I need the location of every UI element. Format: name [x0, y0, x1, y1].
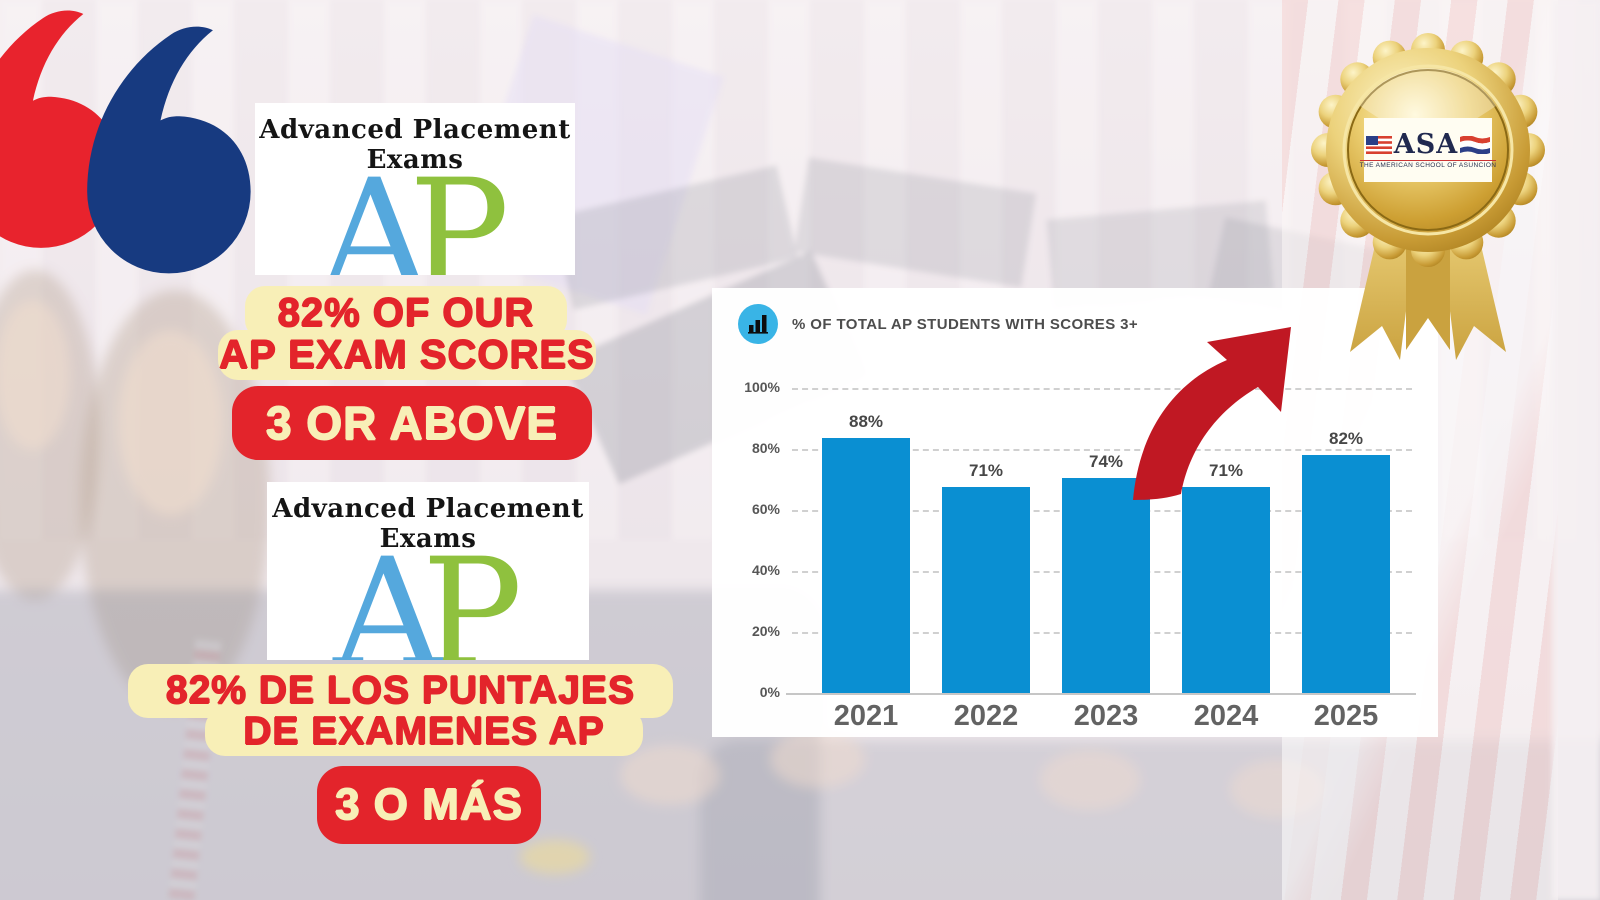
banner-en-line1-text: 82% OF OUR [277, 290, 535, 335]
gridline-100 [792, 388, 1412, 390]
bar-2022 [942, 487, 1030, 693]
hands [1040, 750, 1140, 810]
bar-2023 [1062, 478, 1150, 693]
bar-group: 88% [822, 412, 910, 693]
banner-en-highlight-text: 3 OR ABOVE [265, 397, 559, 449]
banner-es-highlight: 3 O MÁS [317, 766, 541, 844]
bar-value-label: 71% [968, 461, 1004, 481]
x-axis-line [786, 693, 1416, 695]
ap-letter-a: A [333, 527, 442, 660]
banner-es-line2: DE EXAMENES AP [205, 708, 643, 756]
ap-logo-letters: AP [267, 539, 589, 660]
right-wall [1552, 0, 1600, 900]
banner-es-highlight-text: 3 O MÁS [335, 780, 523, 829]
chart-panel: % OF TOTAL AP STUDENTS WITH SCORES 3+ 10… [712, 288, 1438, 737]
gold-medal-icon [1311, 33, 1545, 360]
asa-caption: THE AMERICAN SCHOOL OF ASUNCION [1359, 160, 1497, 169]
bar-group: 71% [1182, 461, 1270, 693]
ap-logo-card-en: Advanced Placement Exams AP [255, 103, 575, 275]
student-face [118, 330, 223, 515]
bar-group: 71% [942, 461, 1030, 693]
chart-header: % OF TOTAL AP STUDENTS WITH SCORES 3+ [738, 304, 1138, 344]
opening-quote-icon-blue [87, 26, 251, 274]
bar-group: 74% [1062, 452, 1150, 693]
hands [620, 745, 720, 805]
bar-2025 [1302, 455, 1390, 693]
bar-value-label: 74% [1088, 452, 1124, 472]
ap-letter-p: P [408, 148, 510, 275]
ap-logo-letters: AP [255, 160, 575, 275]
bar-value-label: 88% [848, 411, 884, 431]
bar-value-label: 82% [1328, 429, 1364, 449]
student-face [0, 300, 70, 450]
bar-group: 82% [1302, 429, 1390, 693]
banner-en-line2: AP EXAM SCORES [218, 330, 596, 380]
x-tick: 2024 [1193, 700, 1259, 732]
x-tick: 2021 [833, 700, 899, 732]
ap-logo-title: Advanced Placement Exams [259, 115, 571, 175]
banner-en-line2-text: AP EXAM SCORES [219, 332, 595, 377]
us-flag-icon [1365, 135, 1392, 154]
bar-value-label: 71% [1208, 461, 1244, 481]
y-tick: 60% [751, 501, 780, 517]
bar-chart-icon [738, 304, 778, 344]
hands [770, 730, 865, 788]
ap-logo-card-es: Advanced Placement Exams AP [267, 482, 589, 660]
bar-2024 [1182, 487, 1270, 693]
x-tick: 2023 [1073, 700, 1139, 732]
bar-2021 [822, 437, 910, 693]
x-tick: 2025 [1313, 700, 1379, 732]
y-tick: 100% [744, 379, 780, 395]
up-right-arrow-icon [1133, 327, 1291, 500]
banner-es-line2-text: DE EXAMENES AP [243, 710, 605, 753]
chart-title: % OF TOTAL AP STUDENTS WITH SCORES 3+ [792, 315, 1139, 333]
ap-logo-title: Advanced Placement Exams [272, 494, 584, 554]
asa-logo: ASA THE AMERICAN SCHOOL OF ASUNCION [1359, 118, 1497, 182]
y-tick: 80% [751, 440, 780, 456]
tassel [520, 840, 590, 874]
gridline-80 [792, 449, 1412, 451]
y-tick: 0% [759, 684, 780, 700]
y-tick: 40% [751, 562, 780, 578]
asa-word: ASA [1393, 129, 1459, 160]
banner-es-line1-text: 82% DE LOS PUNTAJES [165, 669, 636, 712]
asa-gold-badge: ASA THE AMERICAN SCHOOL OF ASUNCION [1300, 26, 1556, 383]
ap-letter-a: A [320, 148, 429, 275]
ap-letter-p: P [421, 527, 523, 660]
x-tick: 2022 [953, 700, 1019, 732]
tricolor-flag-icon [1460, 135, 1491, 154]
asa-logo-row: ASA [1365, 129, 1491, 160]
y-tick: 20% [751, 623, 780, 639]
banner-en-highlight: 3 OR ABOVE [232, 386, 592, 460]
